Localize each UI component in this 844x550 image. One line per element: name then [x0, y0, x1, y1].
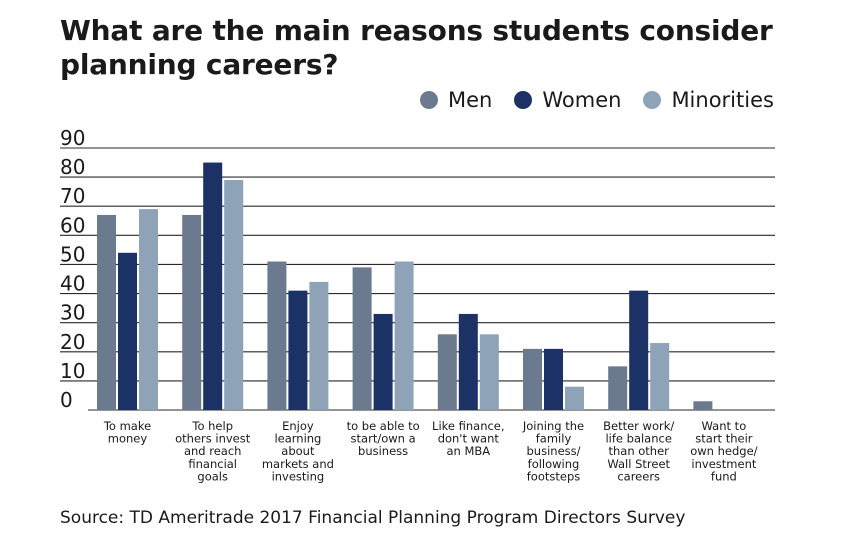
x-category-label-line: own hedge/ [690, 444, 757, 458]
x-category-label-line: business/ [527, 444, 581, 458]
x-category-label-line: careers [617, 469, 660, 483]
x-category-label-1: To make money [103, 419, 151, 446]
legend-swatch-minorities [643, 91, 662, 109]
x-category-label-line: than other [608, 444, 669, 458]
x-category-label-line: goals [197, 469, 228, 483]
x-category-label-line: others invest [175, 432, 251, 446]
x-category-label-line: financial [188, 457, 237, 471]
y-tick-label-90: 90 [60, 126, 85, 150]
chart-title-line-1: What are the main reasons students consi… [60, 14, 773, 47]
x-category-label-line: To make [103, 419, 151, 433]
x-category-label-line: Enjoy [282, 419, 314, 433]
x-category-label-line: Wall Street [607, 457, 670, 471]
bar-women-6 [544, 348, 563, 410]
x-category-label-line: life balance [605, 432, 671, 446]
y-tick-label-10: 10 [60, 359, 85, 383]
x-category-label-line: about [281, 444, 315, 458]
x-category-label-2: To help others invest and reach financial go… [175, 419, 251, 483]
bar-minorities-7 [650, 343, 670, 410]
x-category-label-line: and reach [184, 444, 242, 458]
chart-title: What are the main reasons students consi… [60, 14, 820, 82]
y-tick-label-60: 60 [60, 213, 85, 237]
bar-women-3 [288, 290, 308, 410]
bar-women-1 [118, 252, 137, 410]
bar-men-8 [693, 401, 713, 410]
x-category-label-5: Like finance, don't want an MBA [432, 419, 505, 458]
bar-minorities-5 [479, 334, 499, 410]
y-tick-label-20: 20 [60, 330, 85, 354]
legend-swatch-men [420, 91, 438, 109]
x-category-label-line: start/own a [351, 432, 416, 446]
x-category-label-line: Better work/ [603, 419, 674, 433]
y-tick-label-30: 30 [60, 301, 85, 325]
x-category-label-line: family [536, 432, 572, 446]
x-category-label-line: learning [274, 432, 321, 446]
bar-men-2 [182, 214, 202, 410]
x-category-label-line: markets and [262, 457, 334, 471]
x-category-label-line: To help [191, 419, 233, 433]
legend-label-men: Men [448, 88, 493, 112]
bar-minorities-2 [224, 180, 244, 410]
bar-men-3 [267, 261, 287, 410]
x-category-label-line: Like finance, [432, 419, 505, 433]
x-category-label-line: to be able to [347, 419, 420, 433]
x-category-label-line: fund [711, 469, 737, 483]
legend-item-men: Men [420, 88, 492, 112]
y-tick-label-0: 0 [60, 388, 73, 412]
x-category-label-line: an MBA [446, 444, 490, 458]
bar-minorities-3 [309, 281, 329, 410]
y-tick-label-80: 80 [60, 155, 85, 179]
x-category-label-line: investment [691, 457, 756, 471]
x-category-label-7: Better work/life balance than other Wall S… [603, 419, 674, 483]
y-tick-label-40: 40 [60, 272, 85, 296]
legend-item-minorities: Minorities [643, 88, 774, 112]
bar-men-4 [352, 267, 372, 410]
legend-label-minorities: Minorities [671, 88, 774, 112]
x-category-label-line: money [108, 432, 148, 446]
legend-label-women: Women [542, 88, 622, 112]
y-tick-label-70: 70 [60, 184, 85, 208]
bar-women-7 [629, 290, 649, 410]
legend-item-women: Women [514, 88, 621, 112]
bar-minorities-6 [565, 386, 584, 410]
bar-men-5 [437, 334, 457, 410]
x-category-label-line: investing [272, 469, 325, 483]
x-category-label-line: don't want [438, 432, 500, 446]
source-note: Source: TD Ameritrade 2017 Financial Pla… [60, 508, 686, 528]
bar-minorities-4 [394, 261, 414, 410]
bar-men-7 [608, 366, 628, 410]
legend-swatch-women [514, 91, 533, 109]
bar-men-1 [97, 214, 116, 410]
bar-women-5 [458, 313, 478, 410]
x-category-label-line: business [358, 444, 408, 458]
x-category-label-3: Enjoy learning about markets and investing [262, 419, 334, 483]
x-category-label-6: Joining the family business/following foots… [522, 419, 584, 483]
y-tick-label-50: 50 [60, 242, 85, 266]
x-category-label-line: start their [695, 432, 753, 446]
bar-minorities-1 [139, 209, 158, 410]
x-category-label-8: Want to start their own hedge/investment fu… [690, 419, 757, 483]
bar-women-4 [373, 313, 393, 410]
x-category-label-line: following [528, 457, 580, 471]
bar-men-6 [523, 348, 542, 410]
x-category-label-4: to be able to start/own a business [347, 419, 420, 458]
x-category-label-line: footsteps [527, 469, 581, 483]
bar-women-2 [203, 162, 223, 410]
chart-title-line-2: planning careers? [60, 48, 339, 81]
legend: Men Women Minorities [420, 88, 796, 112]
x-category-label-line: Want to [702, 419, 747, 433]
x-category-label-line: Joining the [522, 419, 584, 433]
